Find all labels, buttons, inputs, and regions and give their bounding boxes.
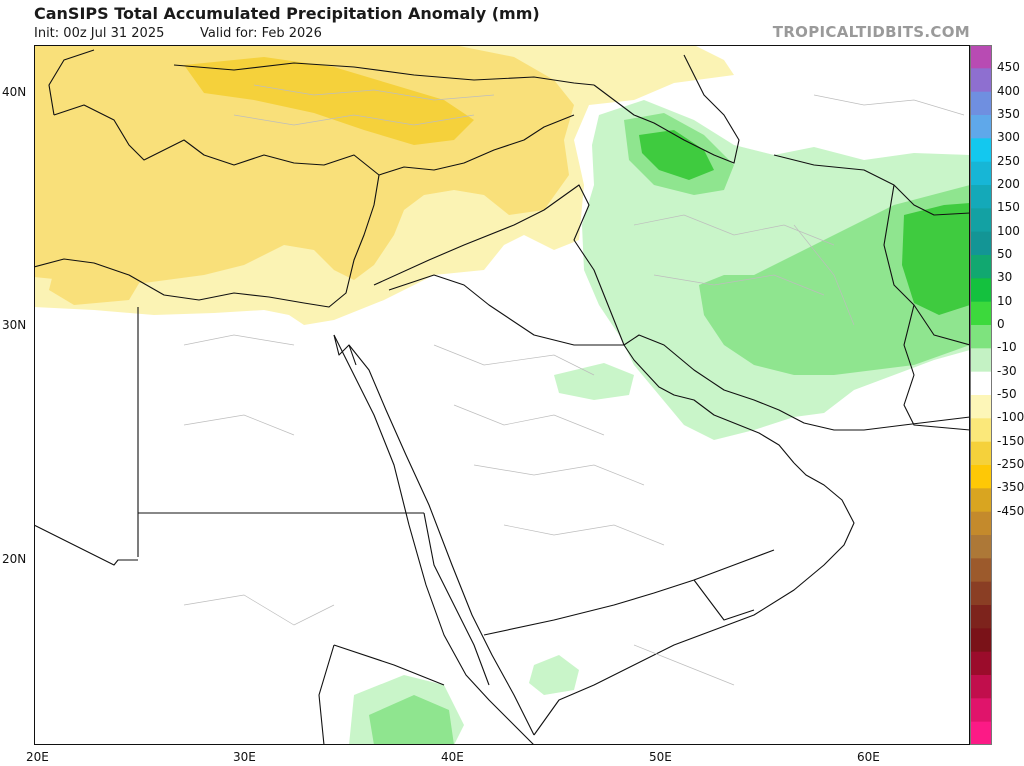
colorbar-swatch	[970, 675, 992, 699]
colorbar-label: 150	[997, 200, 1020, 215]
colorbar-label: 350	[997, 107, 1020, 121]
lat-label-30n: 30N	[2, 318, 27, 332]
admin-boundaries	[183, 84, 965, 686]
colorbar-swatch	[970, 231, 992, 256]
valid-time: Valid for: Feb 2026	[200, 26, 322, 41]
colorbar-label: 400	[997, 83, 1020, 98]
colorbar-label: 250	[997, 153, 1020, 168]
colorbar-swatch	[970, 208, 992, 233]
colorbar-swatch	[970, 558, 992, 583]
map-title: CanSIPS Total Accumulated Precipitation …	[34, 4, 540, 23]
colorbar-label: 100	[997, 223, 1020, 238]
init-time: Init: 00z Jul 31 2025	[34, 26, 165, 41]
colorbar-swatch	[970, 348, 992, 373]
colorbar-swatch	[970, 371, 992, 396]
colorbar-swatch	[970, 45, 992, 69]
precip-anomaly-map	[34, 45, 970, 745]
colorbar-label: -350	[997, 480, 1024, 495]
colorbar-swatch	[970, 628, 992, 653]
colorbar-swatch	[970, 441, 992, 466]
colorbar-label: 30	[997, 270, 1013, 285]
colorbar-swatch	[970, 68, 992, 93]
colorbar-swatch	[970, 301, 992, 326]
colorbar-label: 10	[997, 293, 1013, 308]
colorbar-label: -30	[997, 363, 1017, 378]
colorbar-swatch	[970, 255, 992, 279]
colorbar-swatch	[970, 325, 992, 349]
wet-anomaly-areas	[349, 100, 970, 745]
colorbar-swatch	[970, 278, 992, 303]
colorbar-swatch	[970, 721, 992, 745]
colorbar-swatch	[970, 138, 992, 163]
lon-label-30e: 30E	[233, 750, 256, 764]
colorbar	[970, 45, 992, 745]
colorbar-swatch	[970, 651, 992, 676]
colorbar-label: 200	[997, 177, 1020, 191]
colorbar-label: 450	[997, 60, 1020, 75]
colorbar-label: -150	[997, 433, 1024, 448]
lat-label-40n: 40N	[2, 85, 27, 99]
colorbar-swatch	[970, 91, 992, 116]
lon-label-60e: 60E	[857, 750, 880, 764]
colorbar-swatch	[970, 185, 992, 209]
brand-watermark: TROPICALTIDBITS.COM	[772, 23, 970, 41]
colorbar-swatch	[970, 698, 992, 723]
colorbar-label: 0	[997, 317, 1005, 331]
colorbar-swatch	[970, 535, 992, 559]
lat-label-20n: 20N	[2, 552, 27, 566]
colorbar-label: -100	[997, 410, 1024, 425]
colorbar-label: 50	[997, 247, 1013, 261]
colorbar-swatch	[970, 465, 992, 489]
colorbar-swatch	[970, 418, 992, 443]
colorbar-swatch	[970, 581, 992, 606]
colorbar-swatch	[970, 161, 992, 186]
colorbar-swatch	[970, 395, 992, 419]
lon-label-20e: 20E	[26, 750, 49, 764]
colorbar-label: -50	[997, 387, 1017, 401]
colorbar-label: -10	[997, 340, 1017, 355]
colorbar-swatch	[970, 488, 992, 513]
colorbar-swatch	[970, 115, 992, 139]
lon-label-50e: 50E	[649, 750, 672, 764]
colorbar-swatch	[970, 605, 992, 629]
country-borders	[34, 49, 970, 745]
colorbar-label: 300	[997, 130, 1020, 145]
lon-label-40e: 40E	[441, 750, 464, 764]
colorbar-label: -450	[997, 503, 1024, 518]
map-frame	[34, 45, 970, 745]
colorbar-label: -250	[997, 457, 1024, 471]
colorbar-swatch	[970, 511, 992, 536]
